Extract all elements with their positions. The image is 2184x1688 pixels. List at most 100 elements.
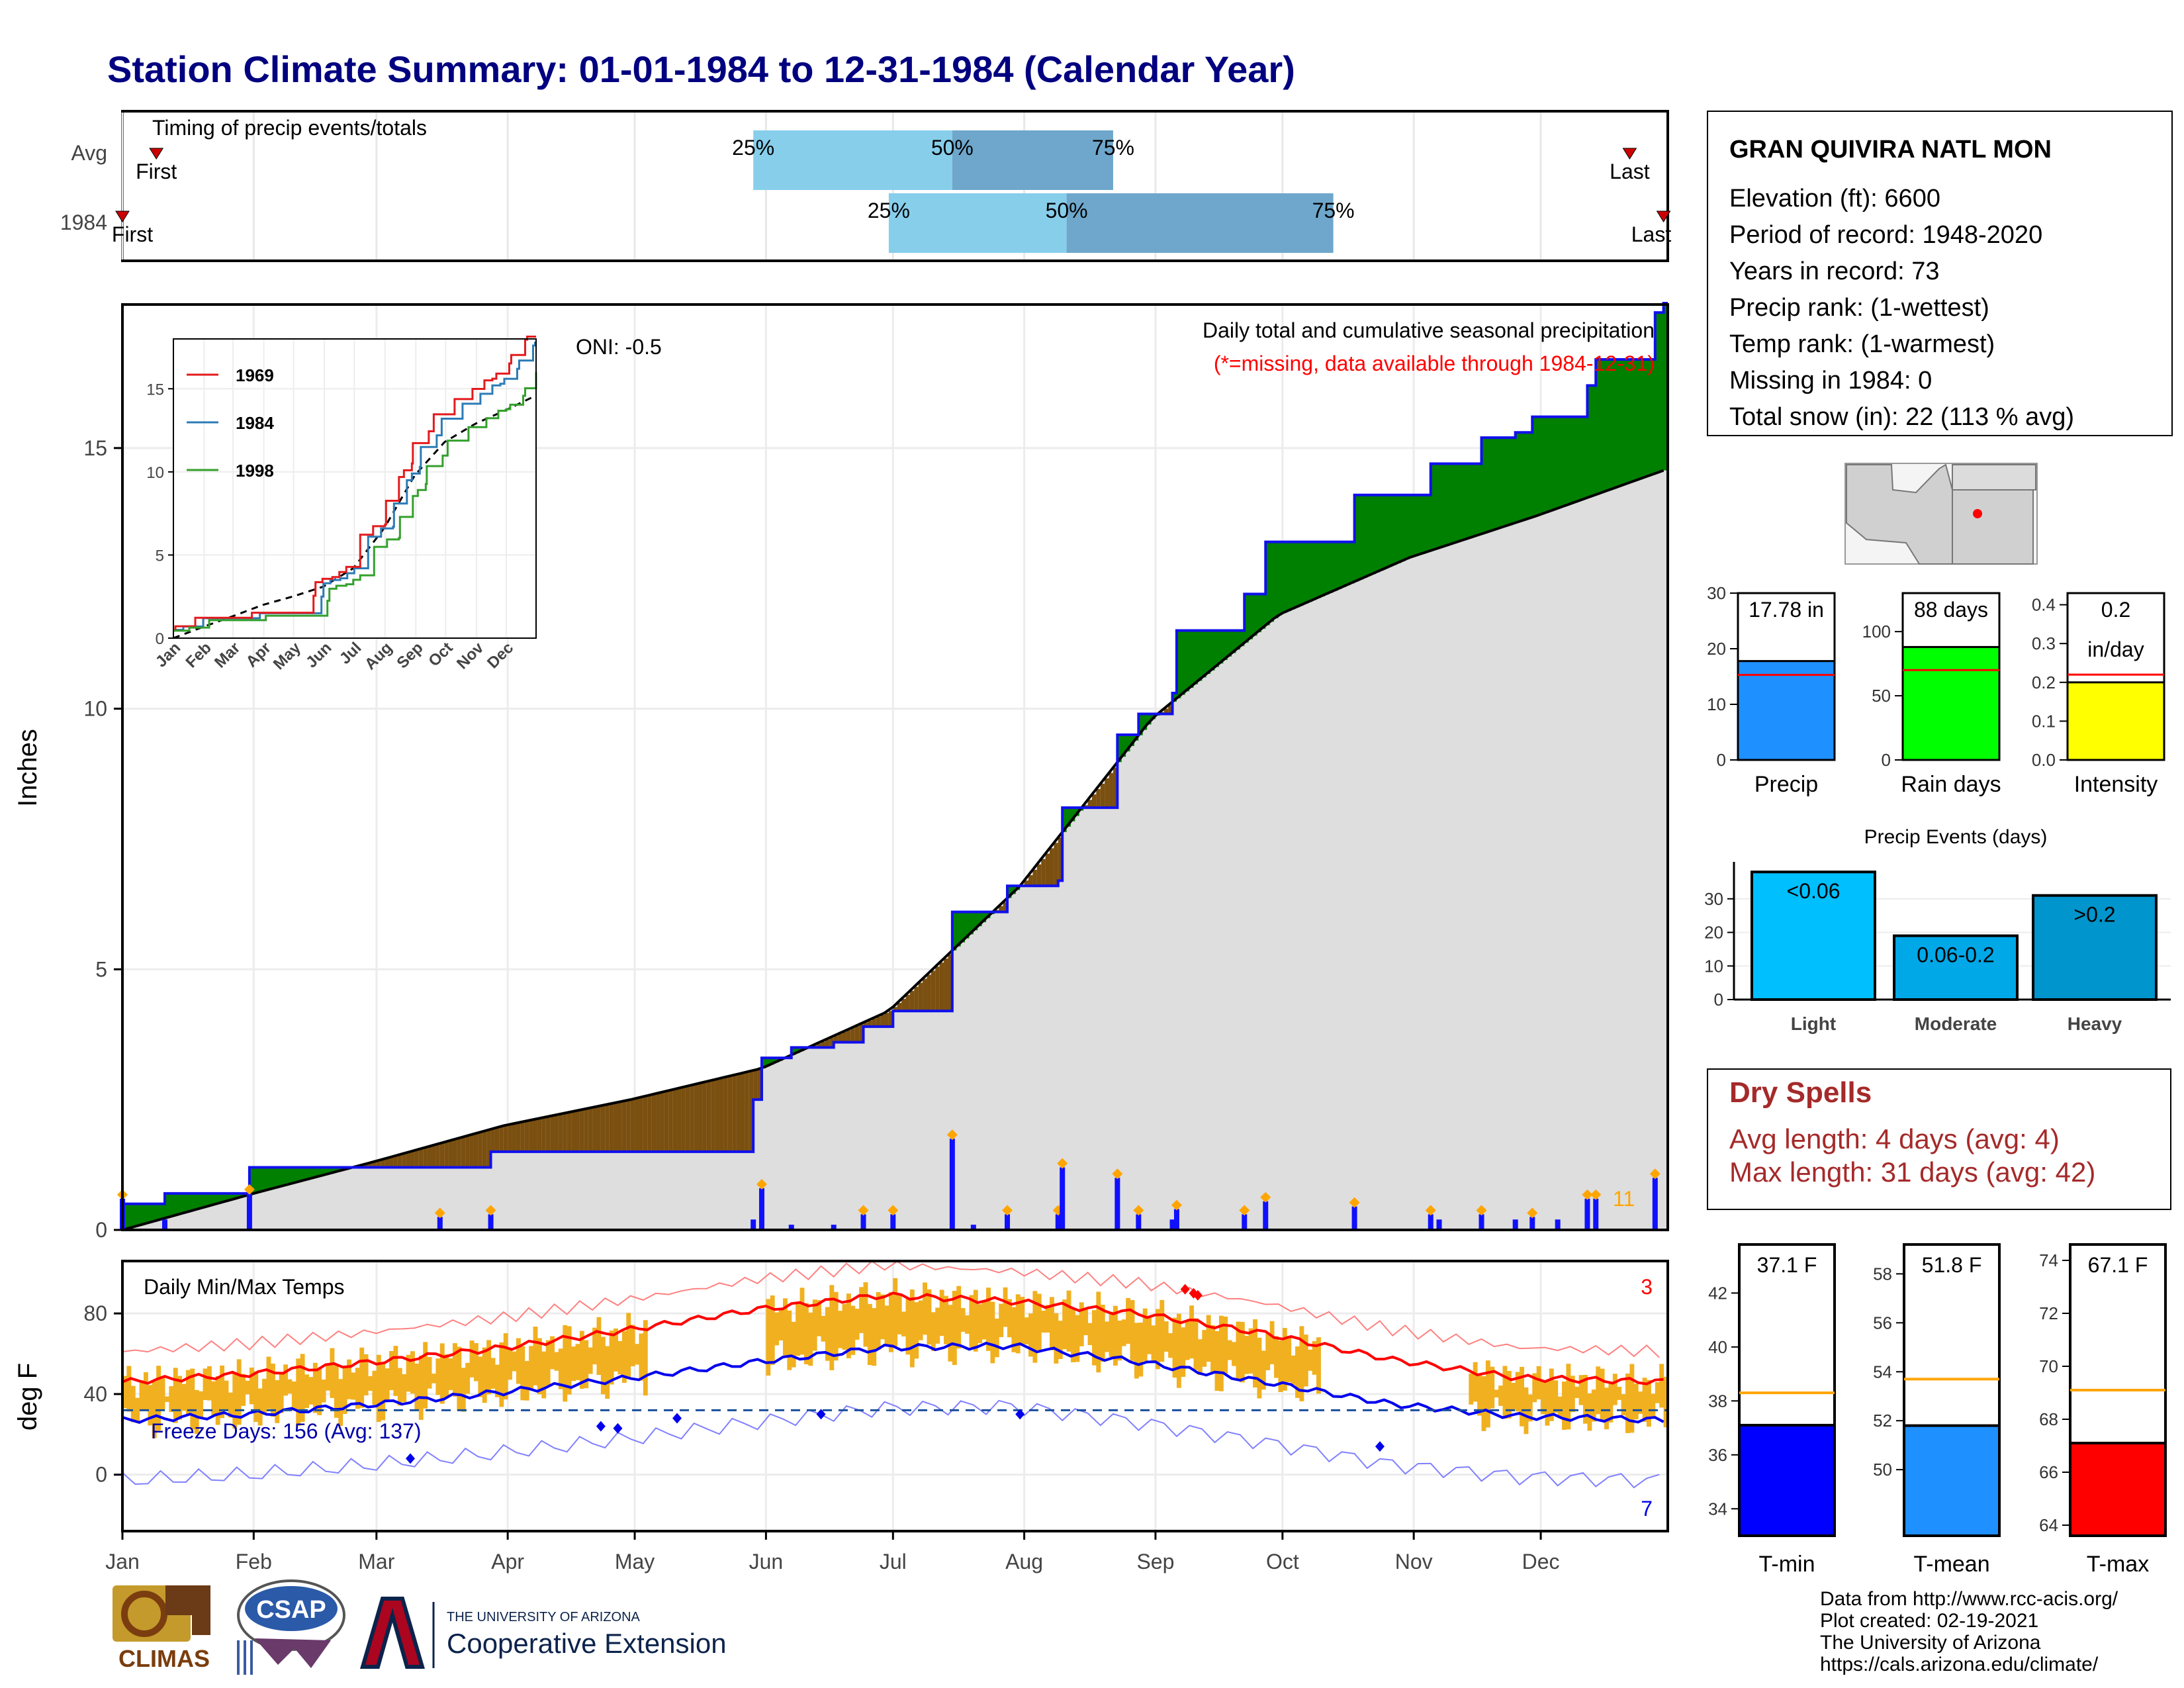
daily-temp-range-bar (999, 1303, 1004, 1337)
normal-cumulative-fill (778, 1060, 784, 1230)
month-label: Sep (1136, 1550, 1174, 1573)
precip-surplus-fill (1596, 359, 1601, 495)
daily-temp-range-bar (825, 1307, 830, 1361)
daily-temp-range-bar (1269, 1321, 1275, 1364)
precip-surplus-fill (275, 1167, 280, 1188)
small-bar-value-label: in/day (2087, 637, 2144, 661)
daily-temp-range-bar (990, 1301, 995, 1364)
precip-surplus-fill (152, 1203, 157, 1222)
precip-surplus-fill (1587, 385, 1592, 498)
normal-cumulative-fill (439, 1143, 445, 1230)
footer-line-4: https://cals.arizona.edu/climate/ (1820, 1654, 2099, 1675)
normal-cumulative-fill (1435, 549, 1440, 1230)
normal-cumulative-fill (1109, 773, 1114, 1230)
daily-temp-range-bar (1105, 1321, 1110, 1352)
daily-temp-range-bar (1172, 1317, 1177, 1378)
daily-temp-range-bar (1121, 1319, 1126, 1346)
daily-temp-range-bar (194, 1389, 199, 1434)
normal-cumulative-fill (211, 1205, 216, 1230)
normal-cumulative-fill (952, 950, 957, 1230)
heavy-precip-marker (1133, 1205, 1144, 1216)
temp-ylabel: deg F (13, 1363, 42, 1430)
daily-temp-range-bar (770, 1295, 775, 1365)
daily-temp-range-bar (596, 1317, 602, 1376)
precip-deficit-fill (596, 1106, 602, 1152)
observed-cumulative-line (122, 301, 1668, 1205)
daily-precip-bar (1593, 1198, 1599, 1230)
normal-cumulative-fill (986, 918, 991, 1230)
precip-surplus-fill (981, 912, 987, 923)
daily-temp-range-bar (126, 1366, 132, 1412)
daily-precip-bar (970, 1225, 976, 1230)
normal-cumulative-fill (672, 1089, 678, 1230)
normal-cumulative-fill (397, 1154, 402, 1230)
normal-cumulative-fill (452, 1139, 457, 1230)
daily-precip-bar (890, 1214, 896, 1230)
daily-precip-bar (1169, 1219, 1175, 1230)
daily-temp-range-bar (432, 1374, 436, 1383)
normal-cumulative-fill (1422, 553, 1427, 1230)
precip-surplus-fill (181, 1193, 187, 1214)
avg-max-temp-line (122, 1291, 1664, 1385)
normal-cumulative-fill (1054, 843, 1059, 1230)
precip-surplus-fill (766, 1058, 771, 1067)
normal-cumulative-fill (1371, 574, 1377, 1230)
daily-temp-range-bar (211, 1381, 216, 1417)
precip-deficit-fill (757, 1069, 762, 1100)
daily-temp-range-bar (516, 1338, 521, 1384)
normal-cumulative-fill (1384, 568, 1389, 1230)
precip-surplus-fill (1176, 630, 1181, 698)
normal-cumulative-fill (605, 1105, 610, 1230)
station-missing: Missing in 1984: 0 (1729, 367, 1932, 395)
daily-temp-range-bar (338, 1379, 343, 1427)
daily-temp-range-bar (791, 1321, 796, 1368)
normal-cumulative-fill (1621, 485, 1626, 1230)
daily-temp-range-bar (884, 1305, 889, 1345)
precip-deficit-fill (1113, 767, 1118, 808)
precip-deficit-fill (897, 1003, 902, 1011)
daily-temp-range-bar (621, 1331, 627, 1383)
normal-cumulative-fill (156, 1220, 161, 1230)
colorado-edge (1952, 464, 2036, 491)
precip-deficit-fill (600, 1105, 606, 1152)
normal-cumulative-fill (1396, 563, 1402, 1230)
precip-ytick-label: 5 (95, 957, 107, 981)
precip-deficit-fill (931, 970, 936, 1011)
normal-cumulative-fill (232, 1199, 238, 1230)
precip-surplus-fill (1447, 463, 1453, 545)
heavy-precip-marker (858, 1205, 869, 1216)
daily-precip-bar (751, 1219, 756, 1230)
daily-precip-bar (1242, 1214, 1248, 1230)
normal-cumulative-fill (385, 1158, 390, 1230)
normal-cumulative-fill (715, 1079, 720, 1230)
normal-cumulative-fill (1079, 810, 1084, 1230)
precip-deficit-fill (575, 1111, 580, 1152)
precip-deficit-fill (584, 1109, 589, 1152)
normal-cumulative-fill (389, 1157, 394, 1230)
precip-deficit-fill (567, 1112, 572, 1152)
daily-temp-range-bar (558, 1348, 563, 1389)
last-event-marker (1656, 211, 1671, 222)
precip-deficit-fill (1041, 859, 1046, 886)
precip-surplus-fill (228, 1193, 233, 1201)
precip-deficit-fill (363, 1164, 369, 1168)
normal-cumulative-fill (944, 959, 949, 1230)
precip-deficit-fill (715, 1079, 720, 1152)
daily-temp-range-bar (1024, 1317, 1029, 1344)
daily-temp-range-bar (342, 1366, 347, 1414)
precip-surplus-fill (1142, 714, 1148, 730)
daily-temp-range-bar (1515, 1372, 1520, 1412)
events-ytick-label: 30 (1704, 889, 1723, 909)
daily-temp-range-bar (461, 1368, 466, 1412)
normal-cumulative-fill (533, 1119, 538, 1230)
normal-cumulative-fill (1253, 635, 1258, 1230)
normal-cumulative-fill (558, 1114, 563, 1230)
precip-surplus-fill (1545, 416, 1550, 513)
precip-panel: 0 5 10 15 Inches Daily total and cumulative… (13, 301, 1669, 1242)
precip-deficit-fill (503, 1125, 508, 1152)
normal-cumulative-fill (584, 1109, 589, 1230)
precip-deficit-fill (621, 1101, 627, 1152)
precip-surplus-fill (1232, 630, 1237, 653)
timing-q25-label: 25% (868, 199, 910, 222)
temp-bar-value (1903, 1424, 2001, 1538)
